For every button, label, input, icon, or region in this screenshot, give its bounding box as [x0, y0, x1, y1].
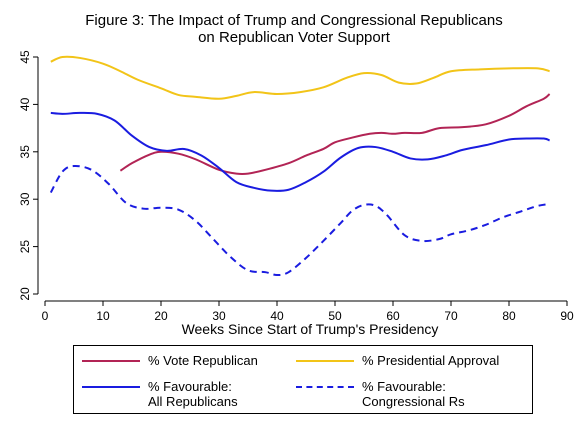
series-presidential-approval: [50, 55, 550, 100]
x-tick-label: 80: [502, 309, 516, 323]
x-tick-label: 50: [328, 309, 342, 323]
y-tick-label: 20: [18, 287, 32, 301]
x-tick-label: 30: [212, 309, 226, 323]
x-axis-label: Weeks Since Start of Trump's Presidency: [181, 321, 439, 337]
legend-swatch-favourable-all-republicans: [82, 379, 140, 394]
legend-label-line: % Vote Republican: [148, 353, 258, 368]
legend-line-presidential-approval: [296, 360, 354, 362]
y-tick-label: 30: [18, 192, 32, 206]
legend-swatch-favourable-congressional-rs: [296, 379, 354, 394]
legend-label-line: % Favourable:: [148, 379, 232, 394]
series-favourable-all-republicans: [50, 111, 550, 192]
x-tick-label: 40: [270, 309, 284, 323]
chart-title-line-2: on Republican Voter Support: [198, 29, 390, 46]
legend-label-line: % Presidential Approval: [362, 353, 500, 368]
legend-swatch-presidential-approval: [296, 353, 354, 368]
legend-line-favourable-congressional-rs: [296, 386, 354, 388]
x-tick-label: 10: [96, 309, 110, 323]
chart-legend: % Vote Republican % Presidential Approva…: [73, 345, 533, 414]
x-tick-label: 70: [444, 309, 458, 323]
series-vote-republican: [119, 93, 551, 176]
y-tick-label: 25: [18, 240, 32, 254]
legend-label-favourable-all-republicans: % Favourable: All Republicans: [148, 379, 238, 409]
legend-label-line: % Favourable:: [362, 379, 446, 394]
chart-title: Figure 3: The Impact of Trump and Congre…: [0, 12, 588, 46]
x-tick-label: 0: [42, 309, 49, 323]
legend-item-favourable-all-republicans: % Favourable: All Republicans: [82, 379, 238, 409]
legend-line-vote-republican: [82, 360, 140, 362]
y-tick-label: 40: [18, 97, 32, 111]
legend-label-line: All Republicans: [148, 394, 238, 409]
legend-item-presidential-approval: % Presidential Approval: [296, 353, 499, 368]
legend-label-presidential-approval: % Presidential Approval: [362, 353, 499, 368]
chart-title-line-1: Figure 3: The Impact of Trump and Congre…: [85, 12, 503, 29]
y-tick-label: 45: [18, 50, 32, 64]
legend-label-vote-republican: % Vote Republican: [148, 353, 258, 368]
legend-label-favourable-congressional-rs: % Favourable: Congressional Rs: [362, 379, 465, 409]
legend-item-vote-republican: % Vote Republican: [82, 353, 258, 368]
series-favourable-congressional-rs: [49, 164, 550, 277]
legend-item-favourable-congressional-rs: % Favourable: Congressional Rs: [296, 379, 465, 409]
x-tick-label: 90: [560, 309, 574, 323]
x-tick-label: 60: [386, 309, 400, 323]
y-tick-label: 35: [18, 145, 32, 159]
legend-line-favourable-all-republicans: [82, 386, 140, 388]
legend-label-line: Congressional Rs: [362, 394, 465, 409]
legend-swatch-vote-republican: [82, 353, 140, 368]
x-tick-label: 20: [154, 309, 168, 323]
